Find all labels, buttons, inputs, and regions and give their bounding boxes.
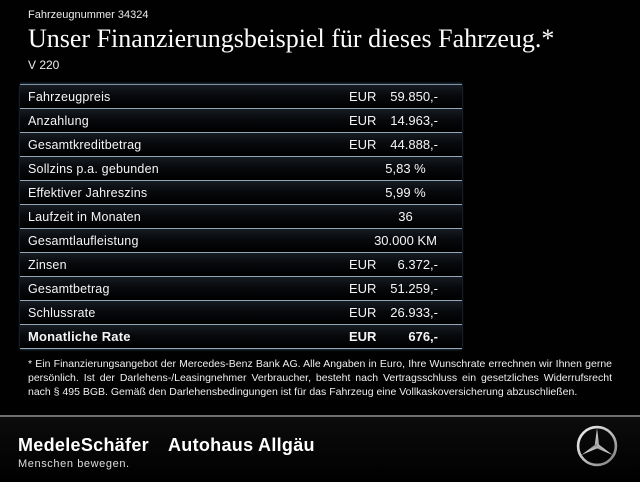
row-currency: EUR (349, 137, 377, 152)
table-row: Schlussrate EUR 26.933,- (20, 301, 462, 325)
table-row: Laufzeit in Monaten 36 (20, 205, 462, 229)
row-currency: EUR (349, 113, 377, 128)
row-values: EUR 26.933,- (349, 305, 462, 320)
row-value: 6.372,- (397, 257, 438, 272)
table-row: Fahrzeugpreis EUR 59.850,- (20, 85, 462, 109)
row-values: EUR 51.259,- (349, 281, 462, 296)
row-label: Effektiver Jahreszins (28, 185, 148, 200)
vehicle-number: Fahrzeugnummer 34324 (28, 9, 149, 21)
row-values: 36 (398, 209, 413, 224)
dealer-logo-autohaus-allgaeu: Autohaus Allgäu (168, 435, 315, 455)
row-value: 676,- (408, 329, 438, 344)
row-label: Fahrzeugpreis (28, 89, 111, 104)
row-value: 14.963,- (390, 113, 438, 128)
row-label: Zinsen (28, 257, 67, 272)
row-label: Sollzins p.a. gebunden (28, 161, 159, 176)
table-row: Gesamtkreditbetrag EUR 44.888,- (20, 133, 462, 157)
row-label: Anzahlung (28, 113, 89, 128)
dealer-tagline: Menschen bewegen. (18, 458, 130, 470)
footer-bar: MedeleSchäfer Autohaus Allgäu Menschen b… (0, 415, 640, 482)
row-label: Schlussrate (28, 305, 96, 320)
row-values: 5,83 % (385, 161, 426, 176)
page-title: Unser Finanzierungsbeispiel für dieses F… (28, 24, 555, 53)
dealer-logo-medeleschaefer: MedeleSchäfer (18, 435, 149, 455)
row-currency: EUR (349, 329, 377, 344)
row-values: EUR 6.372,- (349, 257, 462, 272)
vehicle-model: V 220 (28, 58, 60, 72)
row-currency: EUR (349, 305, 377, 320)
mercedes-star-icon (576, 425, 618, 467)
row-values: EUR 14.963,- (349, 113, 462, 128)
row-label: Gesamtbetrag (28, 281, 110, 296)
row-value: 51.259,- (390, 281, 438, 296)
table-row: Sollzins p.a. gebunden 5,83 % (20, 157, 462, 181)
table-row: Gesamtlaufleistung 30.000 KM (20, 229, 462, 253)
row-label: Gesamtlaufleistung (28, 233, 139, 248)
row-values: EUR 676,- (349, 329, 462, 344)
row-label: Gesamtkreditbetrag (28, 137, 142, 152)
row-value: 26.933,- (390, 305, 438, 320)
row-value: 59.850,- (390, 89, 438, 104)
row-currency: EUR (349, 89, 377, 104)
row-label: Monatliche Rate (28, 329, 131, 344)
row-values: 5,99 % (385, 185, 426, 200)
row-label: Laufzeit in Monaten (28, 209, 141, 224)
legal-footnote: * Ein Finanzierungsangebot der Mercedes-… (28, 358, 612, 398)
table-row: Effektiver Jahreszins 5,99 % (20, 181, 462, 205)
page-header: Fahrzeugnummer 34324 Unser Finanzierungs… (28, 8, 554, 73)
row-value: 44.888,- (390, 137, 438, 152)
row-values: EUR 44.888,- (349, 137, 462, 152)
table-row: Gesamtbetrag EUR 51.259,- (20, 277, 462, 301)
financing-table: Fahrzeugpreis EUR 59.850,- Anzahlung EUR… (20, 84, 462, 349)
row-currency: EUR (349, 281, 377, 296)
row-currency: EUR (349, 257, 377, 272)
table-row: Zinsen EUR 6.372,- (20, 253, 462, 277)
row-values: 30.000 KM (374, 233, 437, 248)
table-row: Monatliche Rate EUR 676,- (20, 325, 462, 349)
row-values: EUR 59.850,- (349, 89, 462, 104)
table-row: Anzahlung EUR 14.963,- (20, 109, 462, 133)
